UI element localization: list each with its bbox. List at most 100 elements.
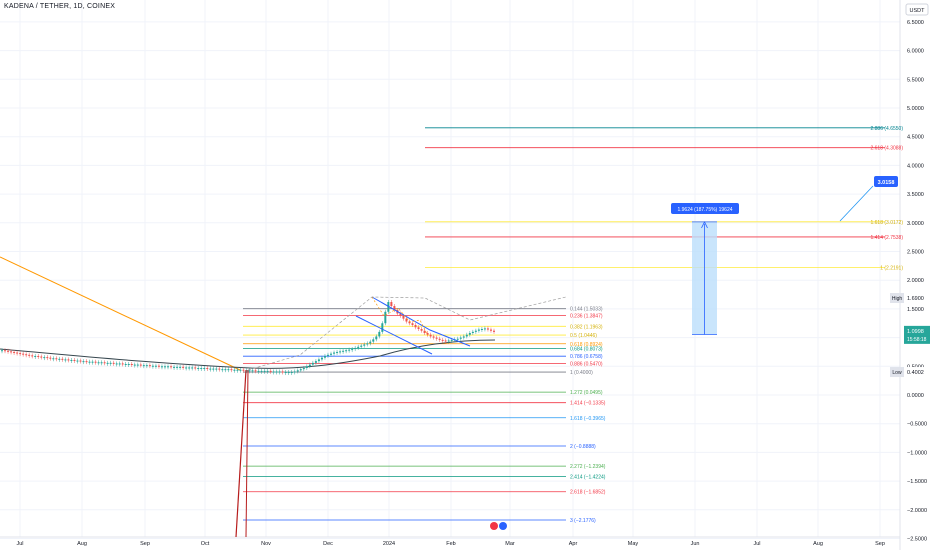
candle[interactable]	[257, 370, 260, 372]
candle[interactable]	[387, 302, 390, 312]
candle[interactable]	[91, 361, 94, 363]
candle[interactable]	[326, 354, 329, 356]
orange-trendline[interactable]	[0, 256, 241, 371]
target-arrow-line[interactable]	[839, 185, 874, 222]
candle[interactable]	[157, 365, 160, 367]
candle[interactable]	[197, 368, 200, 370]
candle[interactable]	[459, 337, 462, 339]
candle[interactable]	[73, 359, 76, 361]
candle[interactable]	[429, 334, 432, 337]
candle[interactable]	[266, 370, 269, 372]
candle[interactable]	[46, 357, 49, 359]
candle[interactable]	[275, 371, 278, 373]
candle[interactable]	[296, 370, 299, 372]
candle[interactable]	[79, 360, 82, 362]
candle[interactable]	[342, 350, 345, 352]
candle[interactable]	[384, 311, 387, 324]
candle[interactable]	[85, 361, 88, 363]
candle[interactable]	[28, 354, 31, 356]
candle[interactable]	[173, 366, 176, 368]
candle[interactable]	[363, 344, 366, 346]
candle[interactable]	[323, 355, 326, 358]
candle[interactable]	[447, 340, 450, 342]
candle[interactable]	[278, 371, 281, 373]
candle[interactable]	[4, 350, 7, 352]
candle[interactable]	[64, 359, 67, 361]
candle[interactable]	[423, 330, 426, 334]
wedge-upper-line[interactable]	[371, 296, 471, 347]
candle[interactable]	[248, 370, 251, 372]
candle[interactable]	[393, 306, 396, 311]
candle[interactable]	[314, 361, 317, 363]
candle[interactable]	[121, 363, 124, 365]
candle[interactable]	[426, 333, 429, 335]
candle[interactable]	[94, 361, 97, 363]
candle[interactable]	[124, 364, 127, 366]
candle[interactable]	[154, 365, 157, 367]
candle[interactable]	[106, 362, 109, 364]
candle[interactable]	[299, 369, 302, 371]
candle[interactable]	[13, 351, 16, 353]
candle[interactable]	[160, 366, 163, 368]
candle[interactable]	[118, 363, 121, 365]
candle[interactable]	[281, 371, 284, 373]
candle[interactable]	[194, 367, 197, 369]
candle[interactable]	[103, 362, 106, 364]
candle[interactable]	[236, 369, 239, 371]
candle[interactable]	[366, 343, 369, 345]
candle[interactable]	[230, 369, 233, 371]
candle[interactable]	[471, 331, 474, 334]
candle[interactable]	[438, 338, 441, 340]
candle[interactable]	[493, 330, 495, 332]
candle[interactable]	[305, 366, 308, 369]
candle[interactable]	[465, 334, 468, 337]
candle[interactable]	[483, 328, 486, 330]
candle[interactable]	[287, 372, 290, 374]
candle[interactable]	[308, 364, 311, 367]
candle[interactable]	[348, 349, 351, 351]
candle[interactable]	[242, 369, 245, 371]
candle[interactable]	[462, 336, 465, 338]
us-flag-icon[interactable]	[499, 522, 507, 530]
candle[interactable]	[360, 345, 363, 347]
candle[interactable]	[148, 365, 151, 367]
candle[interactable]	[399, 313, 402, 316]
candle[interactable]	[209, 368, 212, 370]
candle[interactable]	[16, 352, 19, 354]
candle[interactable]	[320, 357, 323, 360]
candle[interactable]	[203, 368, 206, 370]
candle[interactable]	[133, 364, 136, 366]
candle[interactable]	[145, 365, 148, 367]
candle[interactable]	[55, 358, 58, 360]
candle[interactable]	[49, 357, 52, 359]
candle[interactable]	[251, 370, 254, 372]
candle[interactable]	[339, 351, 342, 353]
candle[interactable]	[263, 370, 266, 372]
candle[interactable]	[450, 339, 453, 341]
candle[interactable]	[354, 347, 357, 350]
candle[interactable]	[317, 359, 320, 362]
candle[interactable]	[351, 349, 354, 351]
candle[interactable]	[40, 356, 43, 358]
candle[interactable]	[142, 365, 145, 367]
candle[interactable]	[52, 358, 55, 360]
candle[interactable]	[284, 372, 287, 374]
candle[interactable]	[25, 354, 28, 356]
candle[interactable]	[176, 366, 179, 368]
candle[interactable]	[414, 324, 417, 328]
candle[interactable]	[390, 302, 393, 307]
candle[interactable]	[31, 355, 34, 357]
candle[interactable]	[182, 366, 185, 368]
candle[interactable]	[136, 364, 139, 366]
candle[interactable]	[408, 321, 411, 324]
candle[interactable]	[444, 340, 447, 342]
candle[interactable]	[179, 366, 182, 368]
candle[interactable]	[432, 336, 435, 338]
candle[interactable]	[82, 361, 85, 363]
candle[interactable]	[115, 363, 118, 365]
candle[interactable]	[139, 364, 142, 366]
candle[interactable]	[215, 368, 218, 370]
candle[interactable]	[405, 318, 408, 322]
candle[interactable]	[302, 368, 305, 370]
